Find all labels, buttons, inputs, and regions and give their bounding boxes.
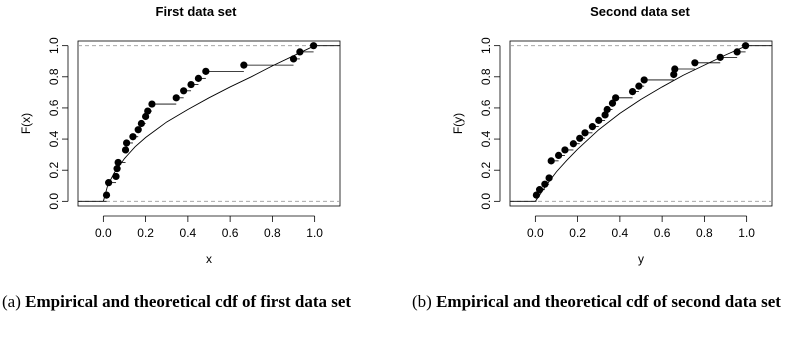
ecdf-point — [670, 70, 678, 79]
caption-a-label: (a) — [2, 292, 21, 311]
x-tick-label: 0.4 — [180, 226, 197, 240]
ecdf-point — [187, 80, 195, 89]
x-tick-label: 0.8 — [264, 226, 281, 240]
x-axis-label: x — [206, 252, 212, 266]
plot-frame — [509, 40, 773, 207]
y-tick-label: 1.0 — [47, 37, 61, 54]
ecdf-point — [172, 94, 180, 102]
caption-b-label: (b) — [412, 292, 432, 311]
ecdf-point — [122, 139, 131, 147]
ecdf-point — [716, 53, 724, 61]
ecdf-point — [603, 105, 611, 114]
y-tick-label: 0.2 — [479, 162, 493, 179]
ecdf-point — [640, 76, 648, 84]
chart-panel-first: First data set 0.0 0.2 0.4 0.6 0.8 1.0 x 0.0 0.2 0… — [2, 4, 394, 313]
y-tick-label: 0.4 — [479, 130, 493, 147]
x-tick-label: 0.6 — [654, 226, 671, 240]
ecdf-point — [148, 100, 156, 108]
ecdf-point — [628, 87, 637, 96]
ecdf-point — [535, 186, 544, 194]
ecdf-point — [113, 165, 121, 173]
ecdf-point — [671, 65, 679, 73]
ecdf-point — [608, 99, 617, 107]
ecdf-point — [121, 146, 130, 154]
ecdf-point — [733, 48, 741, 56]
y-tick-label: 1.0 — [479, 37, 493, 54]
y-tick-label: 0.8 — [479, 68, 493, 85]
ecdf-point — [137, 119, 145, 128]
ecdf-point — [102, 191, 111, 199]
y-tick-label: 0.4 — [47, 130, 61, 147]
caption-b-text: Empirical and theoretical cdf of second … — [436, 292, 781, 311]
ecdf-point — [601, 111, 609, 119]
x-tick-label: 0.0 — [95, 226, 112, 240]
theoretical-cdf-curve — [534, 45, 747, 202]
chart-panel-second: Second data set 0.0 0.2 0.4 0.6 0.8 1.0 y 0.0 0.2… — [406, 0, 812, 343]
y-tick-label: 0.8 — [47, 68, 61, 85]
ecdf-point — [532, 191, 541, 199]
ecdf-point — [741, 42, 750, 50]
ecdf-point — [194, 74, 203, 82]
y-tick-label: 0.0 — [47, 193, 61, 210]
chart-first-data-set: First data set 0.0 0.2 0.4 0.6 0.8 1.0 x 0.0 0.2 0… — [19, 4, 341, 266]
y-axis-label: F(y) — [451, 113, 465, 134]
chart-second-data-set: Second data set 0.0 0.2 0.4 0.6 0.8 1.0 y 0.0 0.2… — [451, 4, 773, 266]
chart-title: First data set — [156, 4, 238, 19]
ecdf-point — [114, 158, 122, 167]
ecdf-point — [561, 146, 569, 154]
theoretical-cdf-curve — [102, 45, 315, 202]
ecdf-point — [142, 112, 150, 121]
plot-frame — [77, 40, 341, 207]
ecdf-point — [595, 116, 603, 124]
ecdf-point — [545, 174, 553, 182]
ecdf-point — [289, 55, 298, 63]
ecdf-point — [569, 140, 577, 148]
caption-a: (a) Empirical and theoretical cdf of fir… — [2, 291, 394, 313]
chart-title: Second data set — [590, 4, 690, 19]
x-tick-label: 0.0 — [527, 226, 544, 240]
ecdf-point — [202, 67, 210, 75]
ecdf-point — [576, 134, 584, 142]
ecdf-point — [541, 180, 549, 188]
ecdf-point — [309, 42, 318, 50]
ecdf-point — [144, 107, 152, 115]
x-tick-label: 0.8 — [696, 226, 713, 240]
ecdf-point — [581, 129, 589, 137]
x-axis-label: y — [638, 252, 644, 266]
ecdf-point — [547, 157, 555, 165]
x-tick-label: 0.2 — [569, 226, 586, 240]
x-tick-label: 0.2 — [137, 226, 154, 240]
y-tick-label: 0.2 — [47, 162, 61, 179]
ecdf-point — [554, 151, 563, 160]
ecdf-point — [296, 48, 304, 56]
y-tick-label: 0.0 — [479, 193, 493, 210]
ecdf-point — [691, 59, 699, 67]
x-tick-label: 1.0 — [738, 226, 755, 240]
ecdf-point — [180, 87, 188, 95]
y-tick-label: 0.6 — [479, 99, 493, 116]
ecdf-point — [612, 94, 620, 102]
ecdf-point — [635, 82, 643, 90]
y-tick-label: 0.6 — [47, 99, 61, 116]
caption-a-text: Empirical and theoretical cdf of first d… — [25, 292, 352, 311]
x-tick-label: 1.0 — [306, 226, 323, 240]
x-tick-label: 0.4 — [612, 226, 629, 240]
caption-b: (b) Empirical and theoretical cdf of sec… — [412, 291, 804, 313]
ecdf-point — [588, 123, 597, 131]
ecdf-point — [129, 133, 137, 141]
ecdf-point — [240, 61, 248, 69]
x-tick-label: 0.6 — [222, 226, 239, 240]
y-axis-label: F(x) — [19, 113, 33, 134]
ecdf-point — [112, 172, 120, 181]
ecdf-point — [105, 179, 113, 187]
ecdf-point — [134, 126, 142, 134]
